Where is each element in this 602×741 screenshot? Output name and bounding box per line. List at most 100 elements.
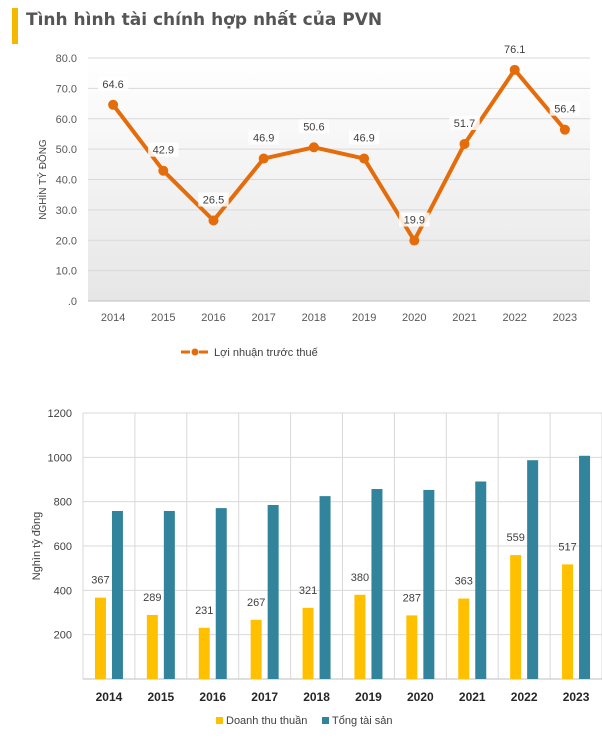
y-tick-label: 80.0 bbox=[56, 53, 77, 65]
data-label: 46.9 bbox=[353, 133, 374, 145]
y-tick-label: 20.0 bbox=[56, 235, 77, 247]
x-tick-label: 2019 bbox=[355, 690, 382, 704]
data-label: 231 bbox=[195, 605, 213, 617]
y-tick-label: 1200 bbox=[48, 408, 72, 420]
bar-tong-tai-san bbox=[527, 460, 539, 679]
y-tick-label: .0 bbox=[68, 296, 77, 308]
data-label-bg bbox=[198, 192, 229, 207]
y-tick-label: 1000 bbox=[48, 452, 72, 464]
data-point bbox=[108, 99, 119, 110]
bar-doanh-thu bbox=[302, 607, 314, 679]
profit-line-chart: .0 10.0 20.0 30.0 40.0 50.0 60.0 70.0 80.0 2014 20… bbox=[36, 41, 590, 359]
y-axis-label: NGHÌN TỶ ĐỒNG bbox=[36, 139, 49, 220]
title-accent-bar bbox=[12, 8, 18, 44]
x-tick-label: 2022 bbox=[511, 690, 538, 704]
legend-label: Doanh thu thuần bbox=[226, 715, 307, 727]
data-label: 287 bbox=[403, 592, 421, 604]
data-label-bg bbox=[399, 212, 430, 227]
legend-swatch-tong-tai-san bbox=[322, 717, 329, 724]
data-point bbox=[258, 153, 269, 164]
y-tick-label: 70.0 bbox=[56, 83, 77, 95]
data-point bbox=[409, 235, 420, 246]
x-tick-label: 2018 bbox=[303, 690, 330, 704]
y-tick-label: 60.0 bbox=[56, 114, 77, 126]
data-point bbox=[158, 165, 169, 176]
bar-doanh-thu bbox=[146, 614, 158, 679]
bar-tong-tai-san bbox=[579, 455, 591, 679]
x-tick-label: 2020 bbox=[402, 312, 426, 324]
data-label-bg bbox=[298, 119, 330, 134]
bar-tong-tai-san bbox=[267, 504, 279, 679]
data-label: 51.7 bbox=[454, 118, 475, 130]
bar-doanh-thu bbox=[562, 564, 574, 679]
data-label-bg bbox=[97, 76, 129, 91]
data-label: 363 bbox=[455, 576, 473, 588]
bar-tong-tai-san bbox=[111, 510, 123, 679]
x-tick-label: 2017 bbox=[251, 312, 275, 324]
data-label: 559 bbox=[506, 532, 524, 544]
legend-label: Tổng tài sản bbox=[332, 715, 393, 727]
data-label: 321 bbox=[299, 585, 317, 597]
x-tick-label: 2022 bbox=[502, 312, 526, 324]
data-label: 64.6 bbox=[102, 79, 123, 91]
data-label: 289 bbox=[143, 592, 161, 604]
legend-label: Lợi nhuận trước thuế bbox=[214, 347, 318, 359]
y-tick-label: 400 bbox=[54, 585, 72, 597]
y-tick-label: 30.0 bbox=[56, 205, 77, 217]
bar-tong-tai-san bbox=[215, 508, 227, 679]
x-tick-label: 2017 bbox=[251, 690, 278, 704]
data-label: 56.4 bbox=[554, 104, 575, 116]
bar-doanh-thu bbox=[198, 627, 210, 679]
data-label-bg bbox=[248, 130, 279, 145]
x-tick-label: 2014 bbox=[96, 690, 123, 704]
data-point bbox=[359, 153, 370, 164]
x-tick-label: 2019 bbox=[352, 312, 376, 324]
data-label: 19.9 bbox=[404, 215, 425, 227]
x-tick-label: 2016 bbox=[199, 690, 226, 704]
data-label: 76.1 bbox=[504, 44, 525, 56]
y-tick-label: 40.0 bbox=[56, 175, 77, 187]
data-label-bg bbox=[148, 142, 179, 157]
data-label: 367 bbox=[91, 575, 109, 587]
data-point bbox=[509, 64, 520, 75]
data-point bbox=[208, 215, 219, 226]
data-label: 46.9 bbox=[253, 133, 274, 145]
data-point bbox=[459, 138, 470, 149]
bar-tong-tai-san bbox=[423, 489, 435, 679]
data-label: 50.6 bbox=[303, 121, 324, 133]
bar-doanh-thu bbox=[406, 615, 418, 679]
data-point bbox=[559, 124, 570, 135]
y-tick-label: 600 bbox=[54, 541, 72, 553]
data-label-bg bbox=[499, 41, 530, 56]
data-label-bg bbox=[449, 115, 480, 130]
bar-tong-tai-san bbox=[319, 496, 331, 679]
bar-doanh-thu bbox=[250, 619, 262, 679]
page-title: Tình hình tài chính hợp nhất của PVN bbox=[26, 10, 383, 30]
x-tick-label: 2014 bbox=[101, 312, 125, 324]
y-tick-label: 10.0 bbox=[56, 266, 77, 278]
data-label: 380 bbox=[351, 572, 369, 584]
data-label-bg bbox=[549, 101, 581, 116]
bar-doanh-thu bbox=[94, 597, 106, 679]
data-label-bg bbox=[348, 130, 380, 145]
legend-marker bbox=[191, 348, 199, 356]
x-tick-label: 2023 bbox=[563, 690, 590, 704]
x-tick-label: 2023 bbox=[553, 312, 577, 324]
y-tick-label: 200 bbox=[54, 630, 72, 642]
x-tick-label: 2015 bbox=[147, 690, 174, 704]
x-tick-label: 2020 bbox=[407, 690, 434, 704]
bar-tong-tai-san bbox=[163, 510, 175, 679]
x-tick-label: 2021 bbox=[452, 312, 476, 324]
bar-doanh-thu bbox=[458, 598, 470, 679]
legend-swatch-doanh-thu bbox=[216, 717, 223, 724]
bar-doanh-thu bbox=[510, 555, 522, 679]
series-line-loi-nhuan bbox=[111, 67, 567, 243]
data-label: 42.9 bbox=[153, 145, 174, 157]
data-point bbox=[308, 142, 319, 153]
y-axis-label: Nghìn tỷ đồng bbox=[31, 512, 43, 581]
data-label: 517 bbox=[558, 541, 576, 553]
data-label: 26.5 bbox=[203, 195, 224, 207]
x-tick-label: 2021 bbox=[459, 690, 486, 704]
x-tick-label: 2016 bbox=[201, 312, 225, 324]
data-label: 267 bbox=[247, 597, 265, 609]
